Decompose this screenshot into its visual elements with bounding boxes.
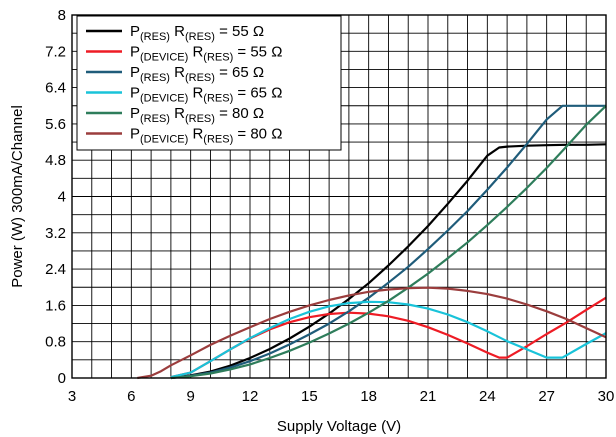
y-tick-label: 4	[58, 189, 66, 206]
legend-label: P(RES) R(RES) = 65 Ω	[130, 64, 264, 84]
x-tick-label: 6	[127, 388, 135, 405]
x-tick-label: 30	[598, 388, 615, 405]
legend-label: P(RES) R(RES) = 55 Ω	[130, 23, 264, 43]
series-line-1	[170, 143, 607, 380]
y-tick-label: 0	[58, 370, 66, 387]
legend-label: P(DEVICE) R(RES) = 65 Ω	[130, 85, 282, 105]
series-line-5	[170, 105, 607, 380]
y-tick-label: 0.8	[45, 334, 66, 351]
x-tick-label: 21	[420, 388, 437, 405]
x-tick-label: 27	[538, 388, 555, 405]
y-tick-label: 3.2	[45, 225, 66, 242]
y-tick-label: 8	[58, 7, 66, 24]
y-tick-label: 7.2	[45, 43, 66, 60]
x-tick-label: 3	[68, 388, 76, 405]
legend-box	[76, 15, 342, 151]
series-lines	[137, 104, 607, 380]
x-tick-label: 9	[186, 388, 194, 405]
series-line-3	[170, 104, 606, 380]
y-tick-label: 5.6	[45, 116, 66, 133]
legend-label: P(DEVICE) R(RES) = 80 Ω	[130, 126, 282, 146]
tick-labels: 3 6 9 12 15 18 21 24 27 30 0 0.8 1.6 2.4 3.2 4 4.8 5.6 6.4…	[45, 7, 614, 405]
x-tick-label: 15	[301, 388, 318, 405]
legend: P(RES) R(RES) = 55 ΩP(DEVICE) R(RES) = 5…	[76, 15, 342, 151]
y-tick-label: 6.4	[45, 80, 66, 97]
x-tick-label: 24	[479, 388, 496, 405]
series-line-6	[137, 286, 607, 380]
series-line-4	[170, 300, 607, 379]
y-tick-label: 2.4	[45, 261, 66, 278]
legend-label: P(DEVICE) R(RES) = 55 Ω	[130, 44, 282, 64]
x-tick-label: 12	[242, 388, 259, 405]
x-tick-label: 18	[360, 388, 377, 405]
y-tick-label: 4.8	[45, 152, 66, 169]
x-axis-title: Supply Voltage (V)	[277, 418, 401, 435]
y-axis-title: Power (W) 300mA/Channel	[9, 105, 26, 288]
y-tick-label: 1.6	[45, 297, 66, 314]
legend-label: P(RES) R(RES) = 80 Ω	[130, 105, 264, 125]
plot-frame	[71, 14, 607, 379]
